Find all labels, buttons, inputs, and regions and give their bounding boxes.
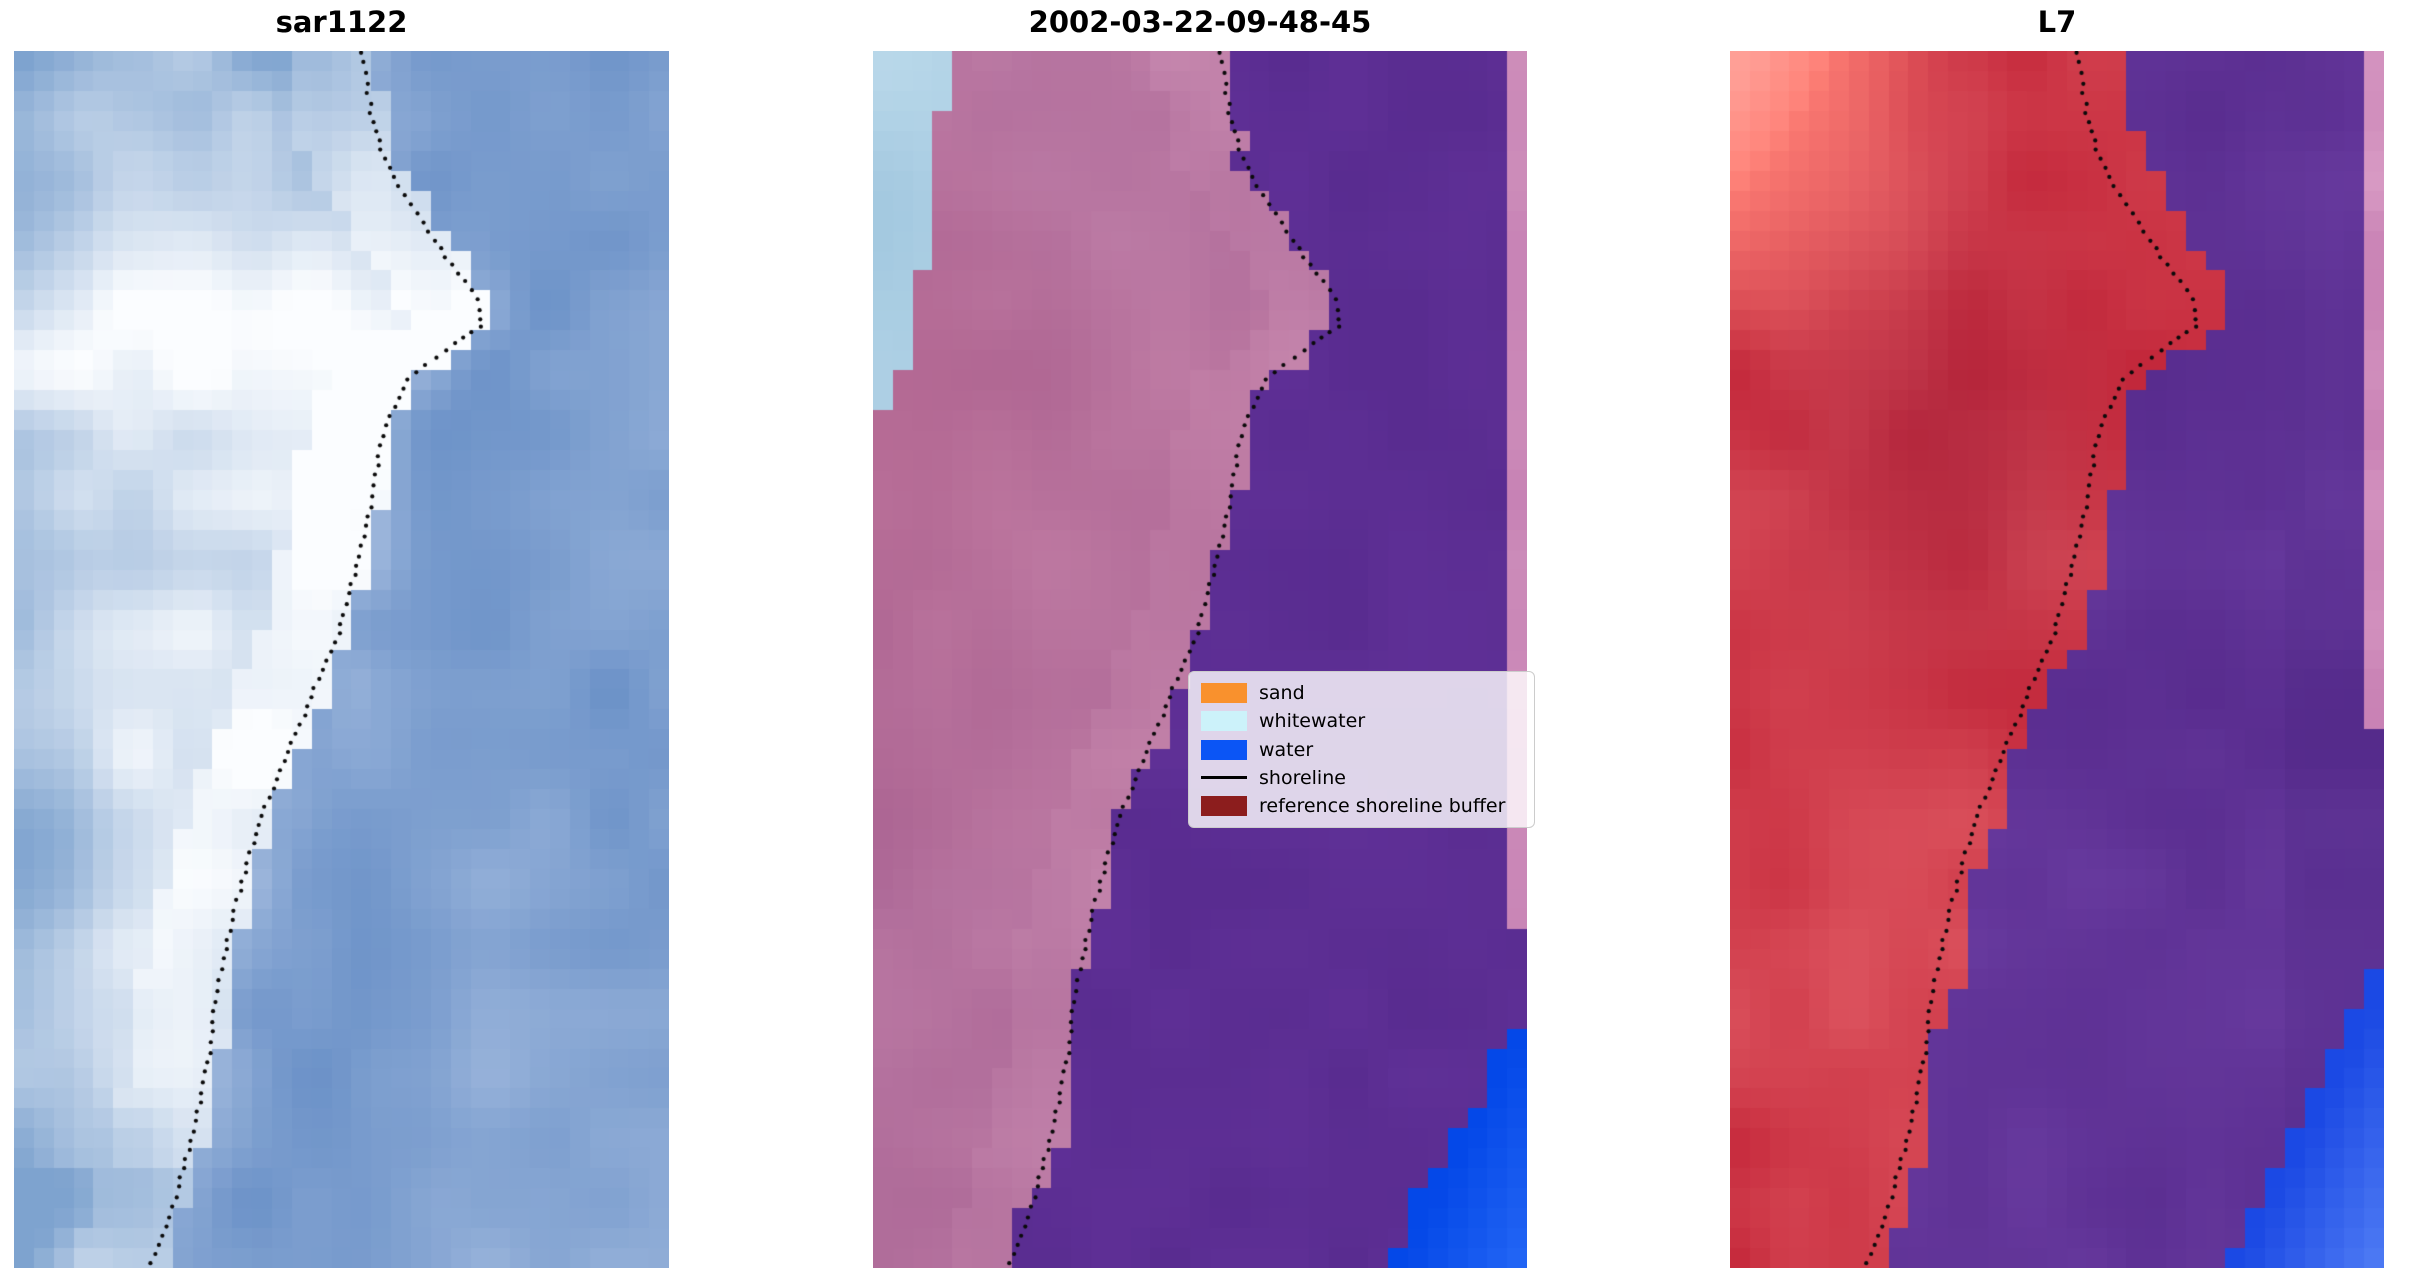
reference-shoreline-buffer-swatch [1201,796,1247,816]
legend-item-water: water [1201,738,1522,762]
legend-item-sand: sand [1201,681,1522,705]
panel-classified: 2002-03-22-09-48-45 [873,5,1527,1268]
legend: sand whitewater water shoreline reference sh… [1188,671,1535,828]
panel-title-sar: sar1122 [275,5,408,39]
legend-label: reference shoreline buffer [1259,795,1506,817]
legend-label: sand [1259,682,1305,704]
legend-item-shoreline: shoreline [1201,766,1522,790]
classified-image [873,51,1527,1268]
water-swatch [1201,739,1247,760]
panel-title-classified: 2002-03-22-09-48-45 [1028,5,1372,39]
l7-image [1730,51,2384,1268]
whitewater-swatch [1201,711,1247,732]
panel-l7: L7 [1730,5,2384,1268]
legend-label: water [1259,738,1314,761]
legend-label: whitewater [1259,710,1366,733]
sar-image [14,51,669,1268]
legend-item-reference-shoreline-buffer: reference shoreline buffer [1201,794,1522,818]
legend-item-whitewater: whitewater [1201,709,1522,733]
legend-label: shoreline [1259,766,1346,789]
panel-title-l7: L7 [2037,5,2077,39]
panel-sar: sar1122 [14,5,669,1268]
shoreline-line-swatch [1201,776,1247,780]
sand-swatch [1201,683,1247,703]
